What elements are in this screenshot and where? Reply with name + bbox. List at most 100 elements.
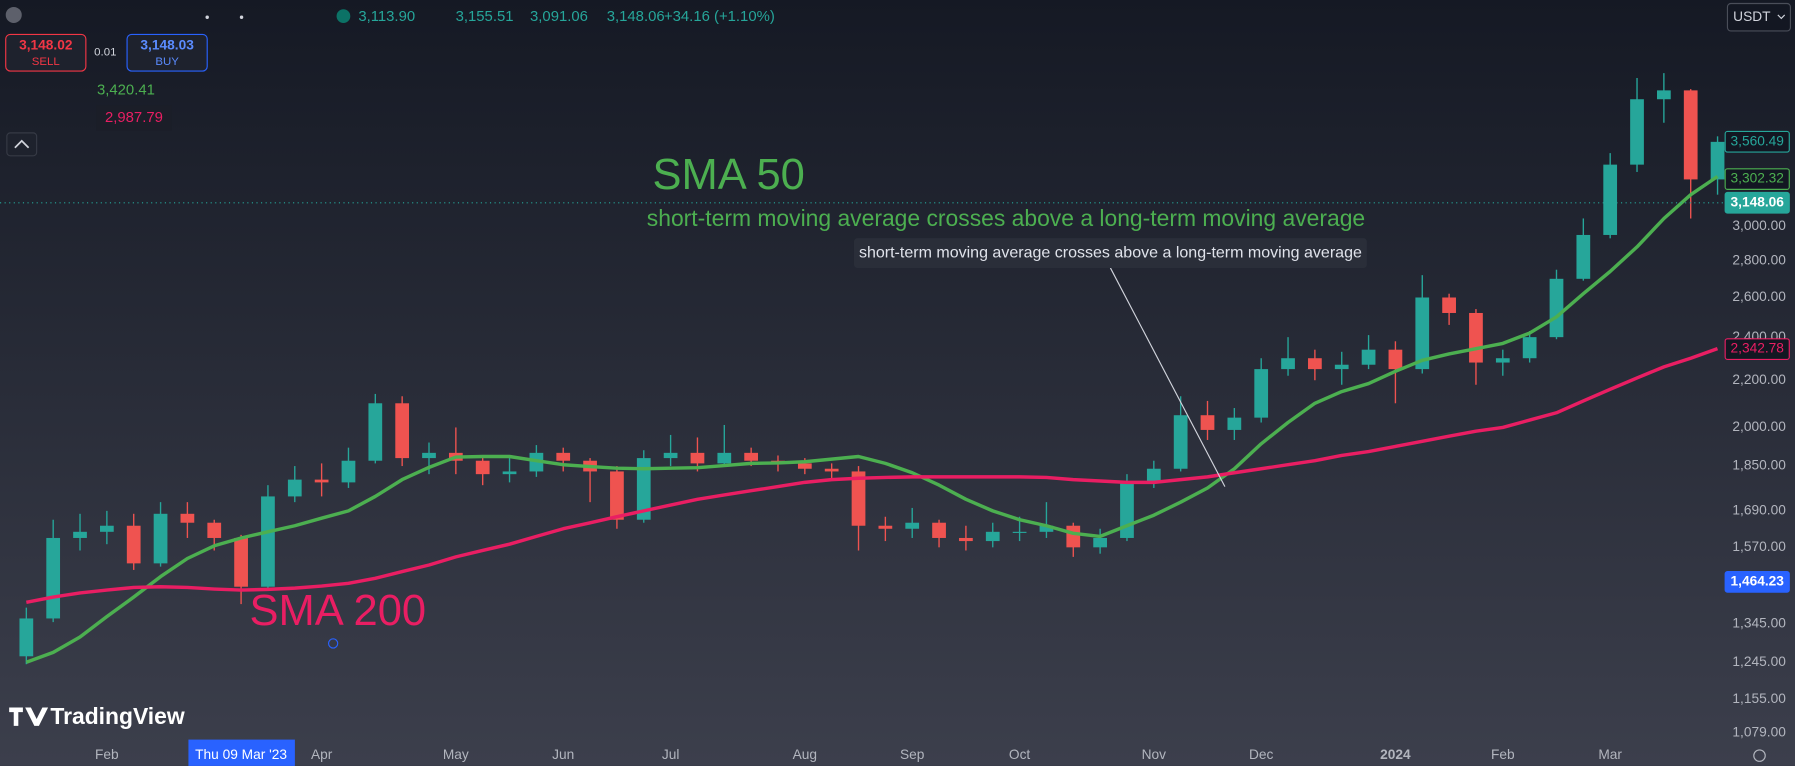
candle-body — [1683, 90, 1698, 180]
price-badge-label: 3,560.49 — [1731, 133, 1784, 148]
candle-body — [1522, 337, 1537, 359]
candle-body — [207, 522, 222, 538]
candle-body — [1388, 349, 1403, 370]
candle-body — [1603, 164, 1618, 235]
candle-body — [153, 513, 168, 564]
candle-body — [556, 452, 571, 461]
price-badge — [1724, 168, 1790, 190]
candle-body — [1146, 468, 1161, 483]
candle-body — [717, 452, 732, 464]
y-tick-label: 1,570.00 — [1732, 539, 1786, 554]
value-background — [96, 105, 172, 131]
candle-body — [905, 522, 920, 529]
candle-body — [1630, 99, 1644, 165]
dot — [205, 15, 209, 19]
candle-body — [610, 471, 624, 520]
price-badge-label: 3,302.32 — [1731, 171, 1784, 186]
candle-body — [1334, 364, 1349, 370]
x-tick-label: Mar — [1598, 747, 1622, 762]
moving-average-line — [25, 175, 1719, 664]
buy-button[interactable] — [126, 33, 208, 72]
candle-body — [126, 525, 141, 564]
sell-button[interactable] — [5, 33, 87, 72]
candle-body — [744, 452, 759, 461]
candle-body — [287, 479, 302, 497]
currency-selector[interactable] — [1726, 2, 1791, 32]
candle-body — [1120, 482, 1134, 538]
x-tick-label: Aug — [793, 747, 817, 762]
candle-body — [797, 463, 812, 469]
candle-body — [73, 531, 87, 538]
annotation: short-term moving average crosses above … — [647, 205, 1365, 231]
candle-body — [1576, 234, 1591, 279]
candle-body — [851, 471, 866, 526]
x-tick-label: Jun — [552, 747, 574, 762]
annotation-arrow — [1109, 267, 1226, 487]
price-badge — [1724, 338, 1790, 360]
crosshair-label-box — [188, 739, 295, 766]
plot-area — [0, 73, 1725, 665]
sell-price: 3,148.02 — [19, 37, 73, 52]
x-tick-label: Apr — [311, 747, 333, 762]
y-tick-label: 1,245.00 — [1732, 654, 1786, 669]
candle-body — [475, 460, 490, 475]
x-tick-label: Nov — [1142, 747, 1167, 762]
candle-body — [1308, 358, 1322, 370]
candle-body — [502, 471, 517, 475]
x-tick-label: Sep — [900, 747, 925, 762]
price-badge — [1724, 191, 1790, 214]
market-status — [336, 9, 351, 23]
symbol-icon — [5, 6, 22, 23]
anchor-point — [327, 638, 339, 649]
candle-body — [1361, 349, 1376, 365]
change-value: +34.16 (+1.10%) — [664, 9, 775, 25]
candle-body — [46, 537, 61, 619]
logo-mark — [9, 707, 49, 726]
candle-body — [99, 525, 114, 532]
candle-body — [1227, 417, 1242, 430]
sma200-value: 2,987.79 — [105, 110, 163, 126]
collapse-button[interactable] — [6, 132, 38, 157]
y-tick-label: 2,800.00 — [1732, 252, 1786, 267]
dropdown-icon — [1777, 14, 1786, 20]
ohlc-header: 3,113.90 3,155.51 3,091.06 3,148.06 +34.… — [358, 9, 775, 25]
settings-icon[interactable] — [1753, 749, 1766, 762]
currency: USDT — [1733, 9, 1771, 24]
price-badge-label: 3,148.06 — [1731, 194, 1785, 209]
candle-body — [1173, 415, 1188, 469]
x-tick-label: May — [443, 747, 469, 762]
moving-average-line — [25, 347, 1719, 605]
x-tick-label: Feb — [95, 747, 119, 762]
candle-body — [1200, 415, 1215, 430]
candle-body — [234, 537, 248, 587]
y-tick-label: 2,600.00 — [1732, 289, 1786, 304]
x-tick-label: Jul — [662, 747, 680, 762]
y-tick-label: 1,345.00 — [1732, 616, 1786, 631]
price-badge — [1724, 571, 1790, 593]
y-tick-label: 2,200.00 — [1732, 372, 1786, 387]
y-tick-label: 1,850.00 — [1732, 458, 1786, 473]
candle-body — [824, 468, 839, 472]
candle-body — [1710, 141, 1725, 180]
candle-body — [878, 525, 893, 529]
price-badge-label: 2,342.78 — [1731, 341, 1785, 356]
y-tick-label: 1,079.00 — [1732, 725, 1786, 740]
sma50-label: SMA 50 — [653, 151, 805, 199]
candle-body — [690, 452, 705, 464]
low-value: 3,091.06 — [530, 9, 588, 25]
sma200-label: SMA 200 — [250, 587, 427, 635]
price-badge — [1724, 130, 1790, 153]
y-tick-label: 1,155.00 — [1732, 691, 1786, 706]
candle-body — [1442, 297, 1456, 313]
candle-body — [19, 618, 34, 657]
candle-body — [368, 403, 383, 461]
y-tick-label: 3,000.00 — [1732, 218, 1786, 233]
candle-body — [395, 403, 410, 459]
candle-body — [663, 452, 678, 459]
candle-body — [636, 458, 651, 520]
buy-price: 3,148.03 — [140, 37, 194, 52]
x-tick-label: 2024 — [1380, 747, 1411, 762]
chevron-icon — [14, 139, 30, 149]
